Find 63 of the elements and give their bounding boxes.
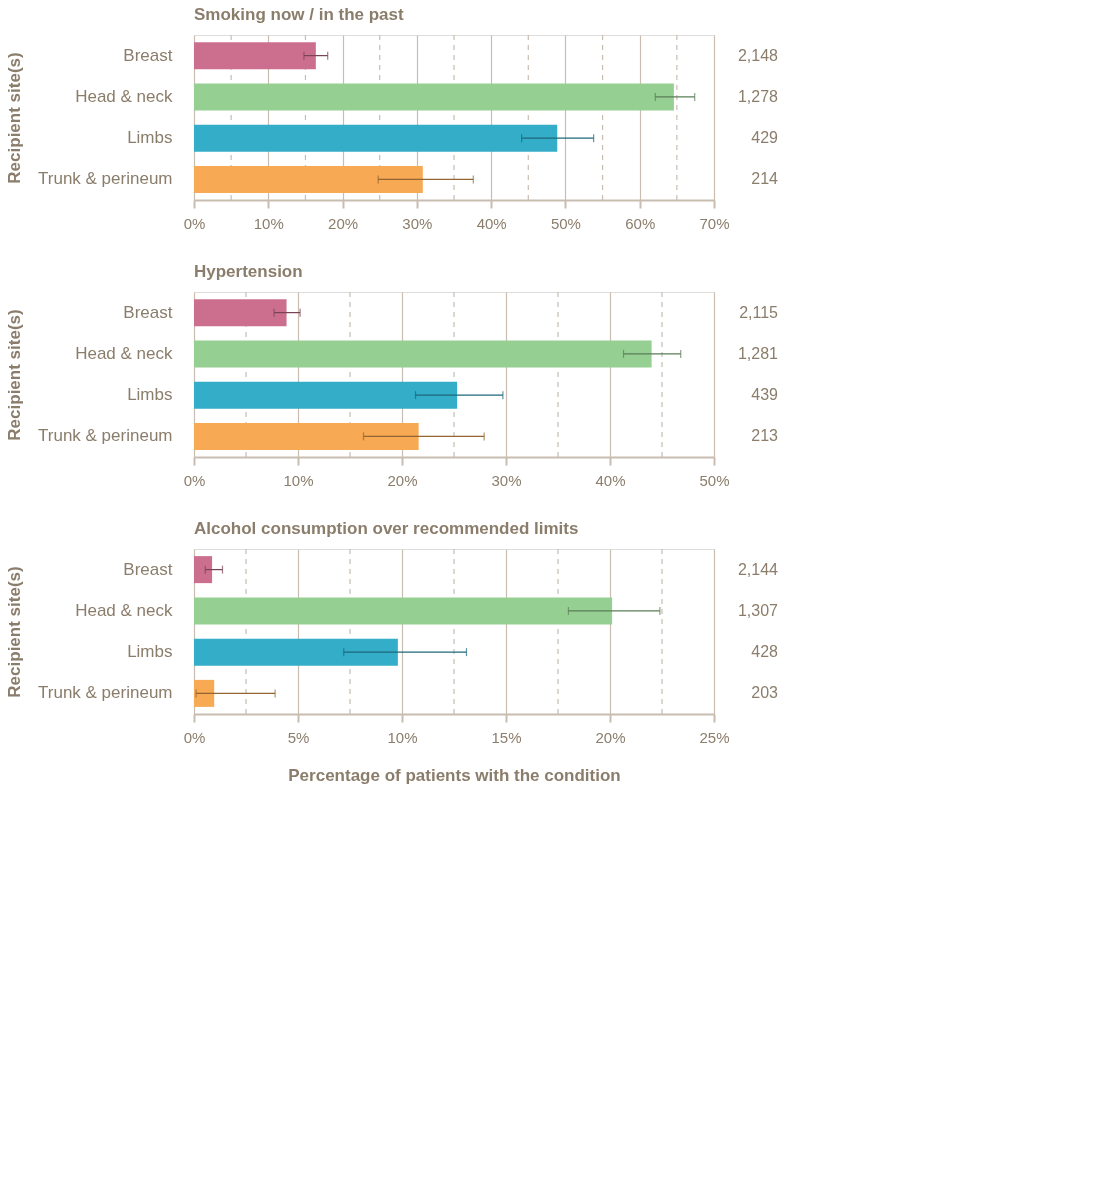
bar (194, 679, 215, 707)
x-tick-label: 40% (595, 471, 626, 489)
bar (194, 42, 316, 70)
y-tick-label: Limbs (127, 642, 173, 662)
y-tick-label: Trunk & perineum (38, 426, 173, 446)
text: 2,115 (739, 303, 779, 321)
text: 1,281 (737, 344, 779, 362)
text: 2,148 (737, 46, 779, 64)
x-axis-title: Percentage of patients with the condition (288, 765, 621, 785)
bar (194, 340, 652, 368)
text: 1,278 (737, 87, 779, 105)
y-tick-label: Breast (123, 45, 173, 65)
y-axis-title: Recipient site(s) (5, 52, 25, 184)
chart-title: Smoking now / in the past (194, 5, 405, 25)
y-tick-label: Limbs (127, 385, 173, 405)
bar (194, 597, 613, 625)
bar (194, 381, 458, 409)
chart-title: Alcohol consumption over recommended limits (194, 519, 579, 539)
text: 2,144 (737, 560, 779, 578)
x-tick-label: 40% (476, 214, 507, 232)
x-tick-label: 0% (183, 471, 206, 489)
x-tick-label: 20% (387, 471, 418, 489)
chart-title: Hypertension (194, 262, 303, 282)
x-tick-label: 50% (550, 214, 581, 232)
x-tick-label: 30% (402, 214, 433, 232)
x-tick-label: 10% (387, 728, 418, 746)
y-tick-label: Trunk & perineum (38, 169, 173, 189)
text: 428 (751, 643, 779, 661)
x-tick-label: 5% (287, 728, 310, 746)
x-tick-label: 10% (253, 214, 284, 232)
bar (194, 638, 398, 666)
y-axis-title: Recipient site(s) (5, 309, 25, 441)
bar (194, 83, 674, 111)
text: 429 (751, 129, 779, 147)
x-tick-label: 20% (595, 728, 626, 746)
x-tick-label: 0% (183, 728, 206, 746)
bar (194, 165, 423, 193)
bar (194, 124, 558, 152)
text: 203 (751, 684, 779, 702)
x-tick-label: 0% (183, 214, 206, 232)
bar (194, 422, 419, 450)
y-tick-label: Limbs (127, 128, 173, 148)
x-tick-label: 60% (625, 214, 656, 232)
y-tick-label: Breast (123, 559, 173, 579)
y-tick-label: Breast (123, 302, 173, 322)
x-tick-label: 50% (699, 471, 730, 489)
x-tick-label: 20% (328, 214, 359, 232)
text: 1,307 (737, 601, 779, 619)
x-tick-label: 70% (699, 214, 730, 232)
y-tick-label: Head & neck (75, 86, 173, 106)
y-tick-label: Head & neck (75, 600, 173, 620)
text: 214 (751, 170, 779, 188)
x-tick-label: 30% (491, 471, 522, 489)
text: 439 (751, 386, 779, 404)
x-tick-label: 15% (491, 728, 522, 746)
bar (194, 299, 287, 327)
x-tick-label: 25% (699, 728, 730, 746)
y-tick-label: Head & neck (75, 343, 173, 363)
x-tick-label: 10% (283, 471, 314, 489)
text: 213 (751, 427, 779, 445)
y-tick-label: Trunk & perineum (38, 683, 173, 703)
y-axis-title: Recipient site(s) (5, 566, 25, 698)
bar (194, 556, 213, 584)
